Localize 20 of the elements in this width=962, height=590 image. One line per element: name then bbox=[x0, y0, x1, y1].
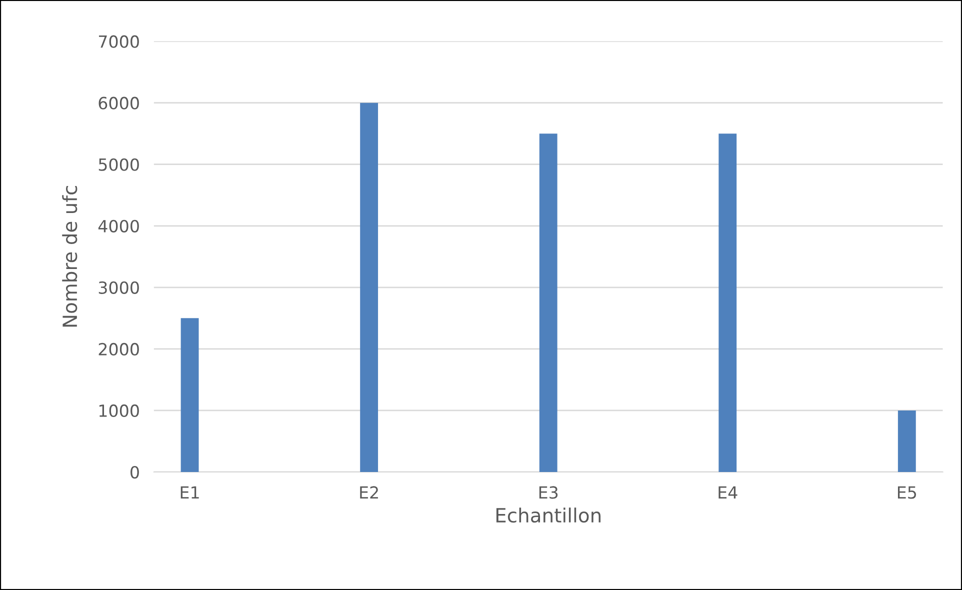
y-tick-label: 7000 bbox=[98, 35, 139, 48]
y-tick-label: 2000 bbox=[98, 342, 139, 356]
bar bbox=[718, 134, 737, 472]
bar bbox=[898, 410, 916, 472]
y-tick-label: 6000 bbox=[98, 96, 139, 110]
x-axis-title: Echantillon bbox=[496, 508, 600, 523]
x-tick-label: E4 bbox=[718, 486, 738, 499]
bar bbox=[539, 134, 558, 472]
y-tick-label: 4000 bbox=[98, 220, 139, 232]
x-tick-label: E2 bbox=[360, 486, 378, 499]
x-tick-label: E5 bbox=[898, 486, 916, 499]
x-tick-label: E3 bbox=[539, 486, 558, 499]
y-tick-label: 5000 bbox=[98, 158, 139, 171]
y-axis-title: Nombre de ufc bbox=[62, 186, 78, 327]
bar bbox=[180, 318, 199, 472]
x-tick-label: E1 bbox=[180, 486, 199, 499]
bar bbox=[360, 102, 378, 472]
y-tick-label: 3000 bbox=[98, 281, 139, 294]
y-tick-label: 0 bbox=[130, 466, 139, 479]
y-tick-label: 1000 bbox=[99, 404, 139, 418]
